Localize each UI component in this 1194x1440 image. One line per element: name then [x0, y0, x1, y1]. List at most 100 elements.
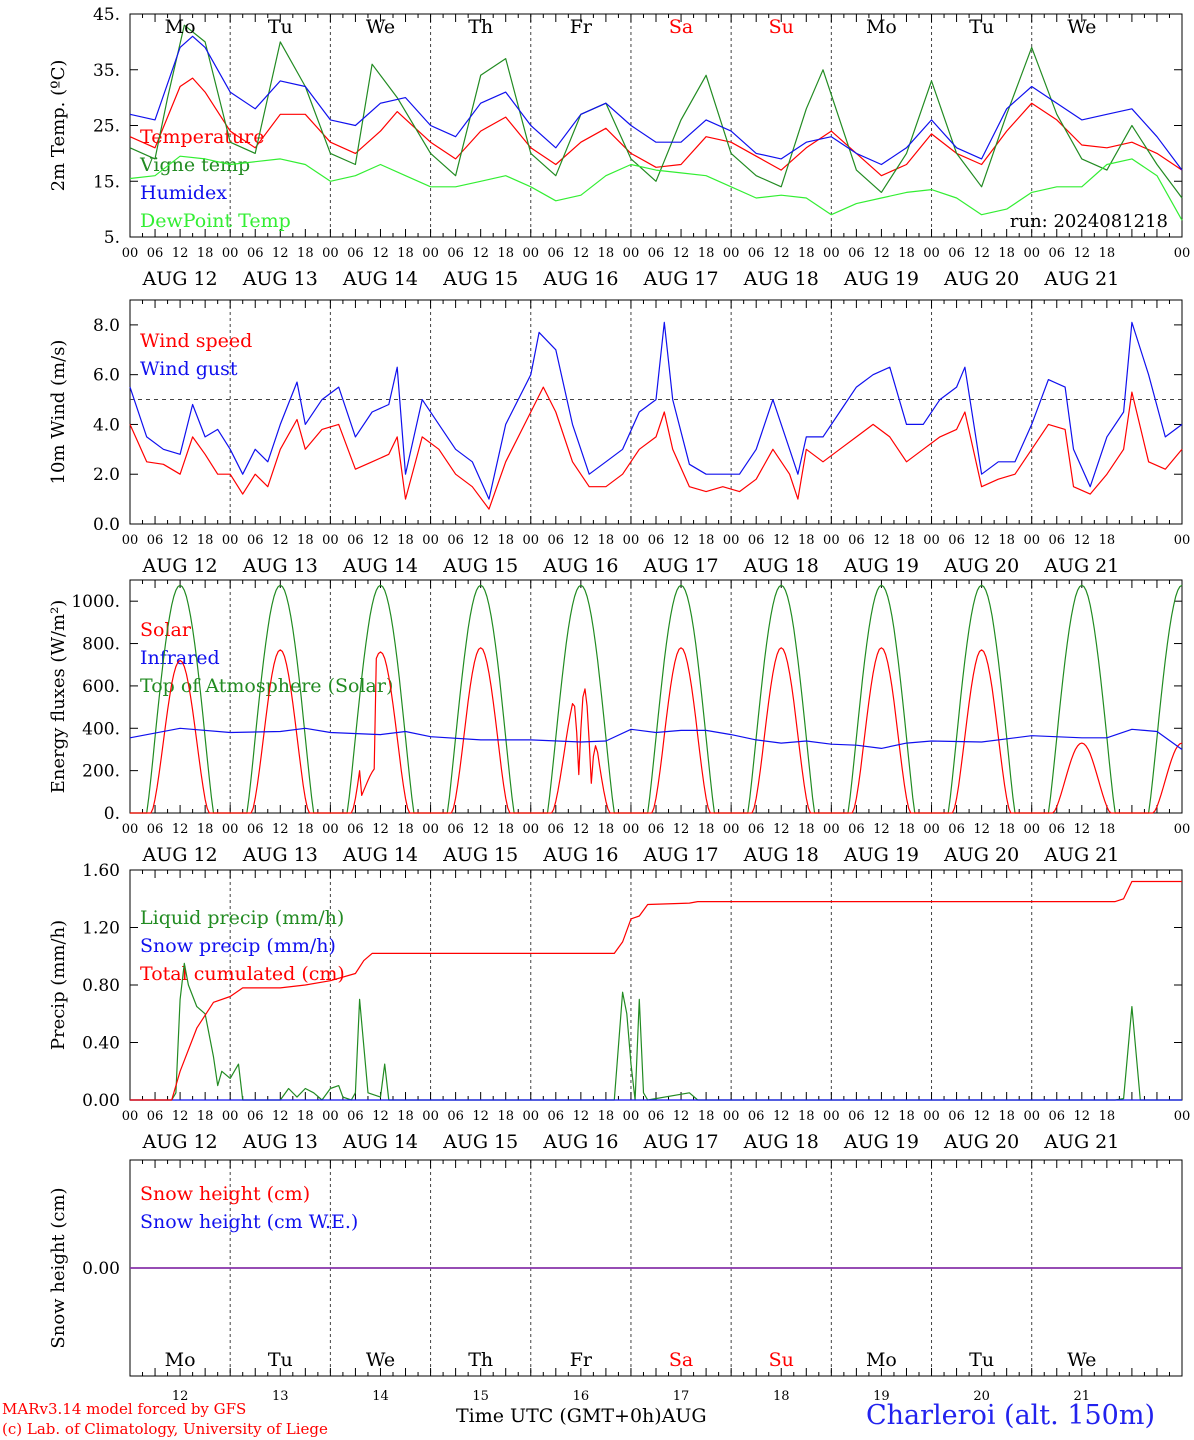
date-label: AUG 17 — [642, 1131, 718, 1153]
y-tick-label: 45. — [93, 5, 120, 25]
hour-tick-label: 12 — [1074, 1109, 1091, 1124]
legend-entry: Snow precip (mm/h) — [140, 935, 336, 957]
hour-tick-label: 18 — [197, 533, 214, 548]
y-tick-label: 25. — [93, 117, 120, 137]
hour-tick-label: 12 — [873, 822, 890, 837]
hour-tick-label: 18 — [1099, 246, 1116, 261]
weekday-label-top: Mo — [165, 16, 196, 38]
run-annotation: run: 2024081218 — [1010, 211, 1168, 232]
legend-entry: Wind speed — [140, 330, 252, 352]
hour-tick-label: 12 — [773, 533, 790, 548]
date-label: AUG 20 — [943, 844, 1019, 866]
date-label: AUG 19 — [843, 844, 919, 866]
day-number: 21 — [1074, 1389, 1091, 1404]
hour-tick-label: 00 — [1023, 533, 1040, 548]
y-tick-label: 0.00 — [82, 1091, 120, 1111]
panel-temperature: 5. 15. 25. 35. 45. 2m Temp. (ºC) 00 06 12 18 AUG 1… — [48, 5, 1190, 290]
weekday-label-bottom: We — [1067, 1349, 1096, 1371]
month-label: AUG — [661, 1405, 707, 1427]
hour-tick-label: 18 — [197, 246, 214, 261]
hour-tick-label: 06 — [748, 1109, 765, 1124]
hour-tick-label: 18 — [898, 822, 915, 837]
y-tick-label: 0.80 — [82, 976, 120, 996]
hour-tick-label: 18 — [297, 1109, 314, 1124]
y-tick-label: 5. — [104, 228, 120, 248]
panel-precip: 0.00 0.40 0.80 1.20 1.60 Precip (mm/h) 00 06 12 1… — [48, 861, 1190, 1153]
hour-tick-label: 00 — [422, 822, 439, 837]
legend-entry: Snow height (cm W.E.) — [140, 1211, 358, 1233]
date-label: AUG 12 — [142, 268, 218, 290]
hour-tick-label: 00 — [222, 246, 239, 261]
hour-tick-label: 18 — [798, 246, 815, 261]
hour-tick-label: 00 — [122, 246, 139, 261]
legend-entry: Wind gust — [140, 358, 238, 380]
hour-tick-label: 18 — [297, 822, 314, 837]
hour-tick-label: 00 — [823, 246, 840, 261]
hour-tick-label: 00 — [122, 533, 139, 548]
hour-tick-label: 00 — [522, 246, 539, 261]
date-label: AUG 14 — [342, 268, 418, 290]
hour-tick-label: 00 — [1023, 822, 1040, 837]
hour-tick-label: 00 — [1174, 1109, 1191, 1124]
date-label: AUG 17 — [642, 555, 718, 577]
y-tick-label: 600. — [82, 677, 120, 697]
date-label: AUG 18 — [743, 268, 819, 290]
date-label: AUG 20 — [943, 1131, 1019, 1153]
hour-tick-label: 00 — [322, 533, 339, 548]
hour-tick-label: 06 — [247, 822, 264, 837]
series-solar — [130, 647, 1183, 814]
hour-tick-label: 18 — [1099, 822, 1116, 837]
date-label: AUG 16 — [542, 555, 618, 577]
weekday-label-bottom: Fr — [570, 1349, 593, 1371]
y-tick-label: 200. — [82, 762, 120, 782]
date-label: AUG 15 — [442, 844, 518, 866]
day-number: 18 — [773, 1389, 790, 1404]
hour-tick-label: 00 — [623, 1109, 640, 1124]
date-label: AUG 17 — [642, 844, 718, 866]
hour-tick-label: 18 — [598, 1109, 615, 1124]
date-label: AUG 15 — [442, 268, 518, 290]
panel-frame — [129, 299, 1183, 525]
lab-credit: (c) Lab. of Climatology, University of L… — [2, 1420, 328, 1438]
y-tick-label: 1.60 — [82, 861, 120, 881]
hour-tick-label: 18 — [297, 246, 314, 261]
hour-tick-label: 12 — [172, 822, 189, 837]
weekday-label-top: We — [366, 16, 395, 38]
series-wind-gust — [129, 321, 1183, 500]
hour-tick-label: 12 — [272, 533, 289, 548]
hour-tick-label: 00 — [723, 822, 740, 837]
y-tick-label: 15. — [93, 172, 120, 192]
hour-tick-label: 06 — [548, 822, 565, 837]
hour-tick-label: 00 — [623, 822, 640, 837]
hour-tick-label: 00 — [522, 533, 539, 548]
y-axis-label: Precip (mm/h) — [48, 920, 69, 1050]
hour-tick-label: 12 — [573, 822, 590, 837]
date-label: AUG 19 — [843, 1131, 919, 1153]
station-name: Charleroi (alt. 150m) — [866, 1400, 1155, 1431]
series-humidex — [129, 35, 1183, 171]
y-tick-label: 0.00 — [82, 1259, 120, 1279]
date-label: AUG 14 — [342, 1131, 418, 1153]
hour-tick-label: 12 — [1074, 246, 1091, 261]
y-tick-label: 4.0 — [93, 415, 120, 435]
hour-tick-label: 18 — [1099, 1109, 1116, 1124]
hour-tick-label: 12 — [172, 1109, 189, 1124]
hour-tick-label: 12 — [673, 246, 690, 261]
hour-tick-label: 06 — [948, 246, 965, 261]
legend-entry: Temperature — [140, 126, 264, 148]
weekday-label-top: Su — [769, 16, 794, 38]
weekday-label-bottom: Sa — [669, 1349, 693, 1371]
hour-tick-label: 18 — [998, 822, 1015, 837]
hour-tick-label: 06 — [748, 246, 765, 261]
weekday-label-bottom: Mo — [866, 1349, 897, 1371]
weekday-label-top: Tu — [969, 16, 994, 38]
weekday-label-bottom: We — [366, 1349, 395, 1371]
hour-tick-label: 12 — [773, 1109, 790, 1124]
hour-tick-label: 06 — [948, 822, 965, 837]
hour-tick-label: 00 — [222, 1109, 239, 1124]
hour-tick-label: 06 — [948, 1109, 965, 1124]
hour-tick-label: 18 — [898, 246, 915, 261]
y-tick-label: 35. — [93, 61, 120, 81]
hour-tick-label: 00 — [322, 822, 339, 837]
hour-tick-label: 18 — [497, 822, 514, 837]
